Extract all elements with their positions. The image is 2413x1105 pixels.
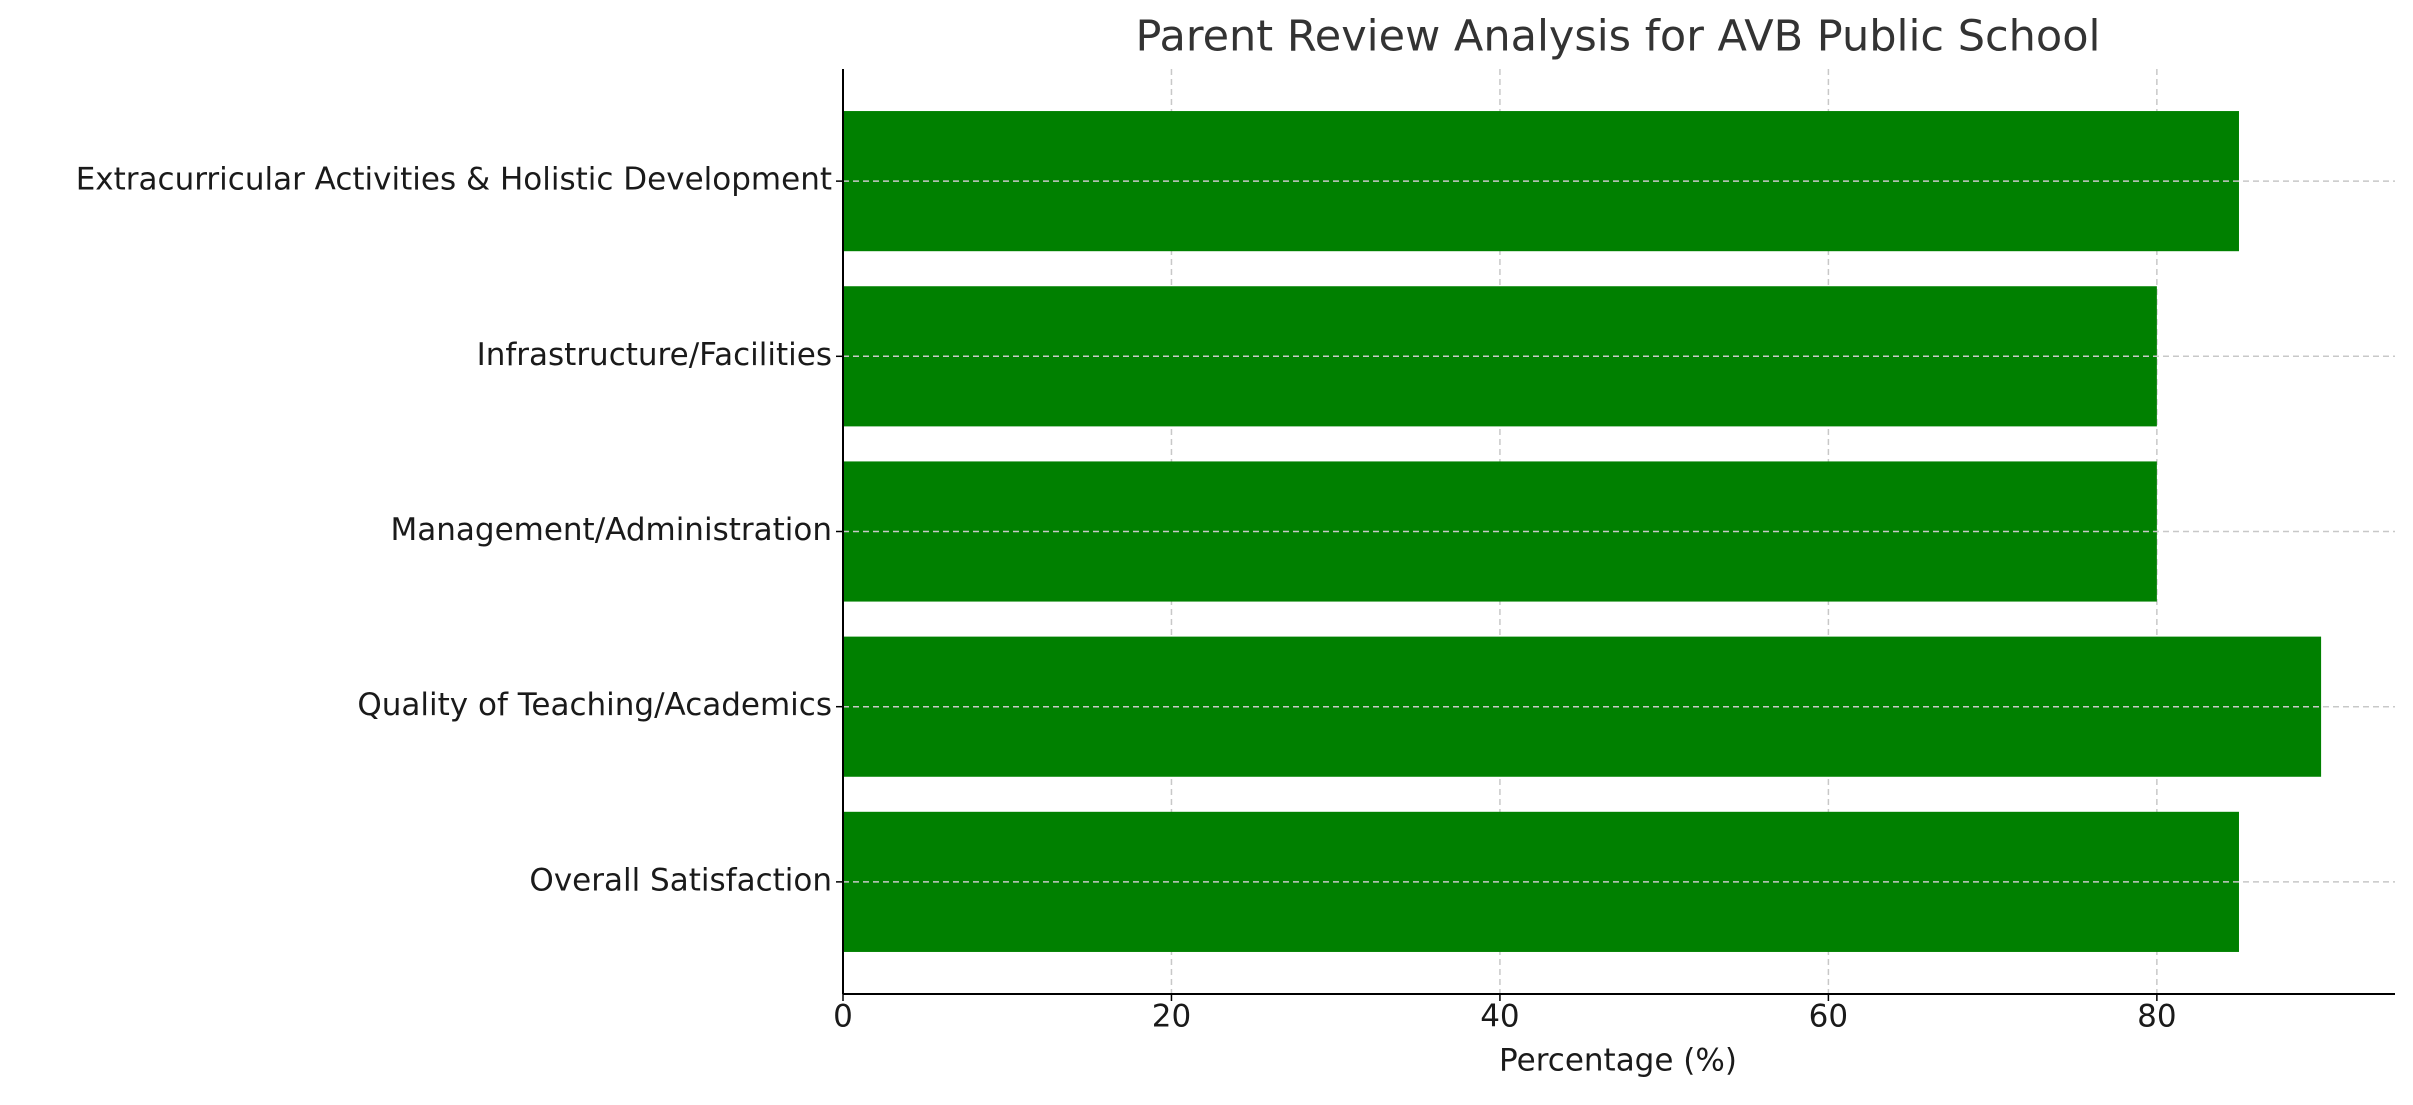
x-tick-label: 40 <box>1480 999 1519 1035</box>
x-tick-label: 20 <box>1152 999 1191 1035</box>
x-tick-label: 80 <box>2137 999 2176 1035</box>
y-tick-label: Management/Administration <box>391 512 833 548</box>
chart-title: Parent Review Analysis for AVB Public Sc… <box>1136 12 2101 62</box>
y-tick-label: Overall Satisfaction <box>529 862 832 898</box>
y-tick-label: Quality of Teaching/Academics <box>357 687 832 723</box>
x-tick-label: 0 <box>833 999 853 1035</box>
bar <box>843 811 2239 952</box>
x-tick-label: 60 <box>1809 999 1848 1035</box>
bar <box>843 461 2157 602</box>
y-tick-label: Infrastructure/Facilities <box>477 337 832 373</box>
bar <box>843 111 2239 252</box>
bar <box>843 286 2157 427</box>
y-tick-label: Extracurricular Activities & Holistic De… <box>76 162 832 198</box>
x-axis-label: Percentage (%) <box>1499 1043 1737 1079</box>
